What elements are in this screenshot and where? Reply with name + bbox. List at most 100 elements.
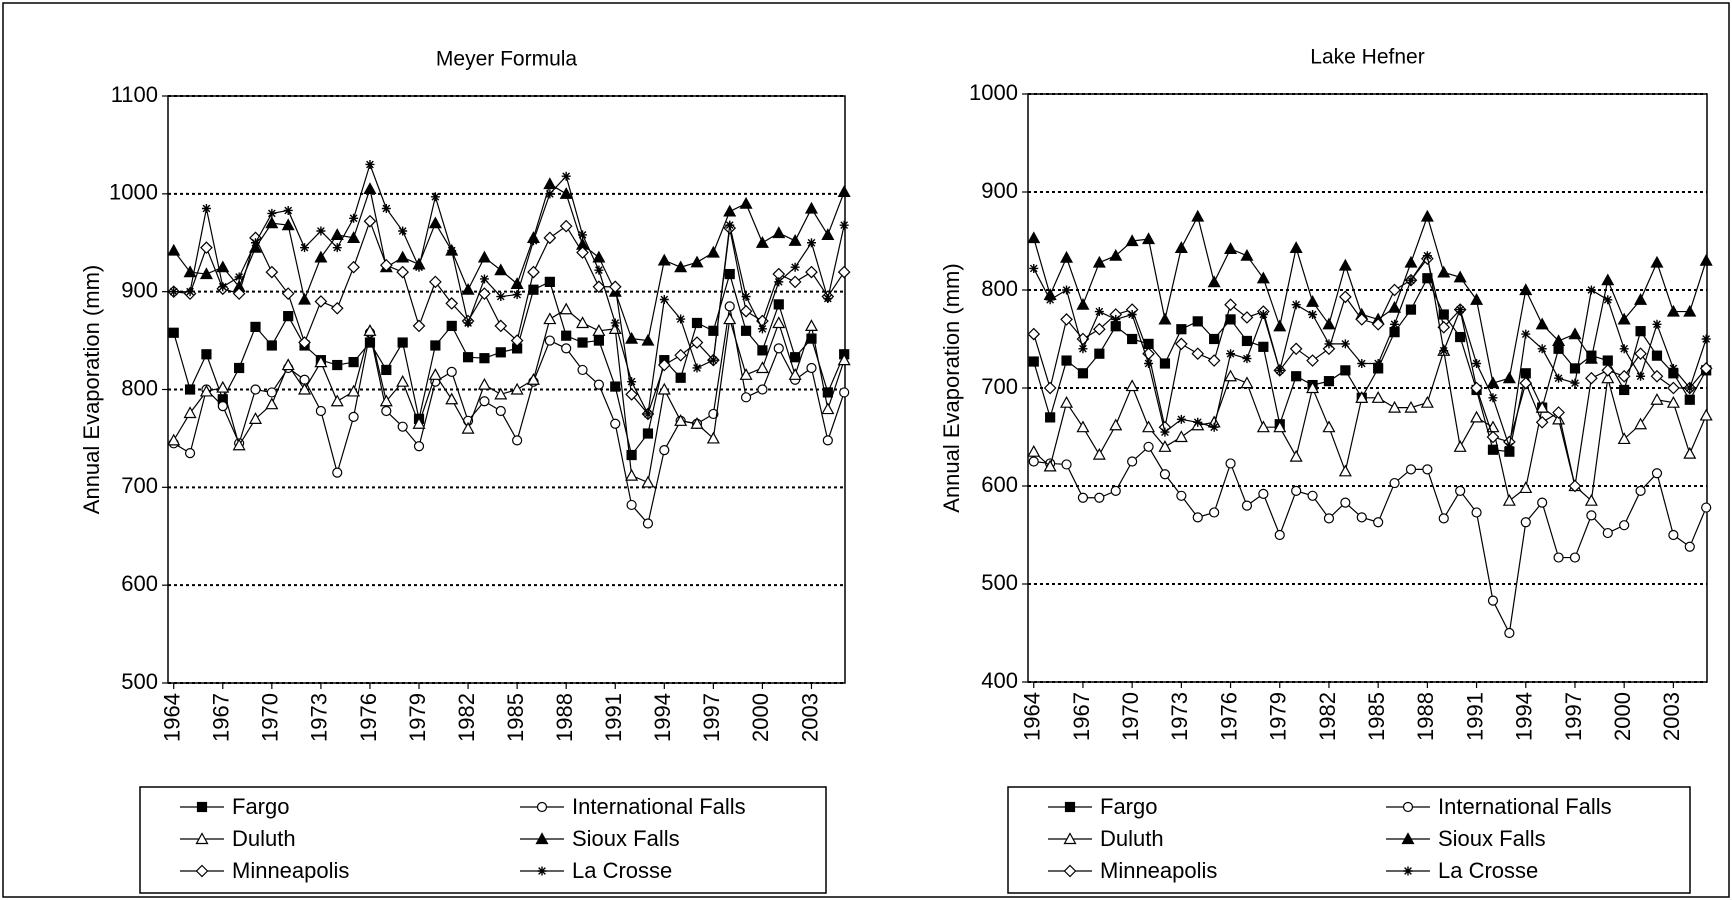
- marker: [657, 253, 671, 266]
- marker: [1076, 297, 1090, 310]
- marker: [1192, 316, 1203, 327]
- marker: [446, 366, 457, 377]
- marker: [1701, 502, 1712, 513]
- marker: [625, 331, 639, 344]
- marker: [1668, 363, 1678, 373]
- marker: [706, 431, 720, 444]
- marker: [250, 321, 261, 332]
- marker: [1486, 376, 1500, 389]
- x-tick-label: 1979: [405, 693, 430, 742]
- marker: [1651, 350, 1663, 361]
- marker: [1619, 384, 1630, 396]
- marker: [1209, 333, 1220, 345]
- marker: [1388, 300, 1402, 313]
- marker: [1045, 412, 1056, 423]
- marker: [1356, 512, 1367, 523]
- marker: [447, 246, 457, 256]
- marker: [544, 335, 555, 346]
- marker: [526, 372, 540, 385]
- marker: [1422, 464, 1433, 475]
- marker: [1127, 310, 1137, 319]
- marker: [757, 324, 767, 334]
- marker: [1175, 337, 1188, 351]
- marker: [461, 421, 475, 434]
- marker: [1224, 242, 1238, 254]
- marker: [1160, 427, 1170, 437]
- marker: [1519, 481, 1533, 494]
- marker: [788, 275, 802, 289]
- legend-marker: [1401, 832, 1415, 845]
- marker: [1520, 368, 1531, 379]
- marker: [1289, 241, 1303, 253]
- x-tick-label: 1970: [1118, 692, 1143, 741]
- x-tick-label: 1973: [307, 693, 332, 742]
- marker: [1258, 341, 1269, 352]
- marker: [1142, 420, 1156, 433]
- marker: [1502, 371, 1516, 384]
- marker: [1308, 310, 1318, 319]
- marker: [790, 352, 801, 363]
- marker: [462, 352, 474, 363]
- x-tick-label: 1982: [1315, 692, 1340, 741]
- marker: [1111, 314, 1121, 324]
- marker: [1289, 449, 1303, 462]
- marker: [1340, 497, 1351, 508]
- marker: [1636, 371, 1646, 381]
- marker: [1224, 369, 1238, 382]
- marker: [674, 260, 688, 273]
- marker: [363, 214, 377, 228]
- x-tick-label: 1970: [258, 693, 283, 742]
- chart-title: Meyer Formula: [436, 48, 578, 71]
- legend-label: Sioux Falls: [1438, 826, 1546, 851]
- marker: [1453, 270, 1467, 283]
- marker: [1535, 415, 1549, 429]
- marker: [1472, 359, 1482, 368]
- marker: [528, 236, 538, 246]
- marker: [1029, 263, 1039, 273]
- marker: [414, 262, 424, 272]
- marker: [1470, 410, 1484, 423]
- marker: [1125, 234, 1139, 247]
- marker: [706, 245, 720, 258]
- marker: [544, 276, 555, 287]
- legend-label: International Falls: [1438, 794, 1612, 819]
- marker: [1273, 319, 1287, 332]
- marker: [1027, 327, 1041, 341]
- legend-box: [1007, 786, 1691, 894]
- marker: [561, 330, 572, 341]
- marker: [1306, 295, 1320, 307]
- marker: [837, 353, 851, 366]
- marker: [545, 189, 555, 199]
- marker: [201, 349, 212, 360]
- marker: [1471, 507, 1482, 518]
- marker: [184, 447, 196, 459]
- series-line: [173, 308, 845, 484]
- marker: [755, 361, 769, 374]
- marker: [1159, 469, 1171, 480]
- marker: [657, 382, 671, 395]
- marker: [1338, 258, 1352, 271]
- marker: [1209, 422, 1219, 432]
- marker: [265, 397, 279, 410]
- marker: [1357, 359, 1367, 368]
- marker: [561, 343, 572, 354]
- marker: [199, 267, 213, 280]
- marker: [183, 406, 197, 419]
- marker: [1338, 464, 1352, 477]
- marker: [298, 336, 311, 349]
- marker: [739, 196, 753, 209]
- marker: [428, 216, 442, 229]
- marker: [510, 334, 524, 347]
- marker: [1371, 391, 1385, 403]
- marker: [1438, 513, 1449, 524]
- marker: [1422, 251, 1432, 261]
- marker: [1060, 395, 1074, 408]
- marker: [397, 421, 408, 432]
- marker: [330, 394, 344, 407]
- marker: [1584, 493, 1598, 506]
- marker: [363, 324, 377, 336]
- marker: [1699, 253, 1713, 266]
- marker: [1191, 347, 1205, 361]
- marker: [839, 387, 850, 398]
- marker: [1043, 381, 1057, 395]
